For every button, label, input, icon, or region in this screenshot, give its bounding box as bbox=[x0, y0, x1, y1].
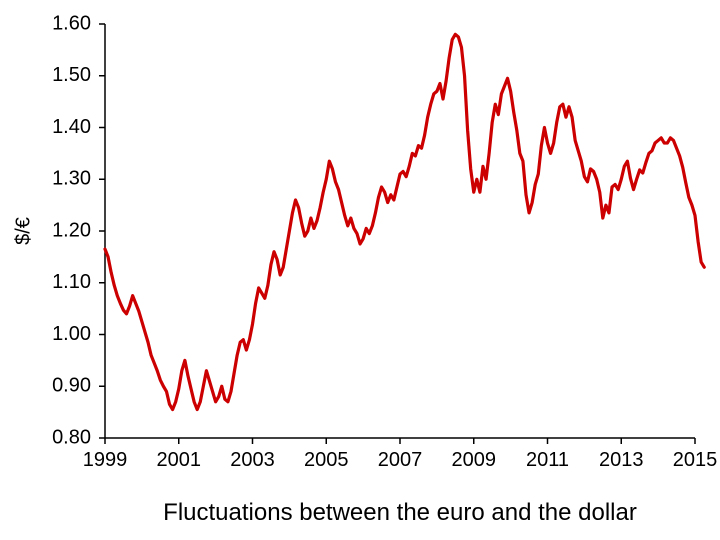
x-tick-label: 2003 bbox=[230, 449, 275, 471]
y-tick-label: 1.00 bbox=[52, 323, 91, 345]
y-tick-label: 0.90 bbox=[52, 375, 91, 397]
x-tick-label: 2001 bbox=[157, 449, 202, 471]
x-tick-label: 2013 bbox=[599, 449, 644, 471]
y-tick-label: 1.50 bbox=[52, 64, 91, 86]
x-tick-label: 1999 bbox=[83, 449, 128, 471]
y-tick-label: 1.40 bbox=[52, 116, 91, 138]
y-tick-label: 1.60 bbox=[52, 12, 91, 34]
y-tick-label: 1.10 bbox=[52, 271, 91, 293]
x-tick-label: 2015 bbox=[673, 449, 718, 471]
y-tick-label: 1.30 bbox=[52, 168, 91, 190]
y-axis-label: $/€ bbox=[12, 217, 34, 245]
y-tick-label: 1.20 bbox=[52, 219, 91, 241]
chart-svg: 0.80 0.90 1.00 1.10 1.20 1.30 1.40 1.50 1.60 1999… bbox=[0, 0, 720, 540]
x-tick-label: 2011 bbox=[526, 449, 569, 471]
y-tick-label: 0.80 bbox=[52, 426, 91, 448]
x-tick-label: 2005 bbox=[304, 449, 349, 471]
x-tick-label: 2009 bbox=[452, 449, 497, 471]
exchange-rate-chart: 0.80 0.90 1.00 1.10 1.20 1.30 1.40 1.50 1.60 1999… bbox=[0, 0, 720, 540]
chart-caption: Fluctuations between the euro and the do… bbox=[163, 499, 637, 526]
x-tick-label: 2007 bbox=[378, 449, 423, 471]
